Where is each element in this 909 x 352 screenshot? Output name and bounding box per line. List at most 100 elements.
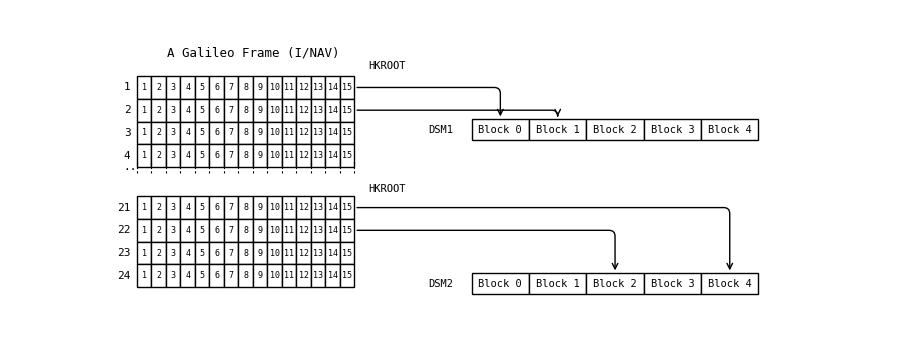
Bar bbox=[282, 144, 296, 167]
Bar bbox=[267, 196, 282, 219]
Text: Block 3: Block 3 bbox=[651, 279, 694, 289]
Bar bbox=[165, 264, 180, 287]
Bar bbox=[701, 119, 758, 140]
Bar bbox=[195, 144, 209, 167]
Text: 5: 5 bbox=[200, 151, 205, 160]
Text: 15: 15 bbox=[342, 271, 352, 280]
Bar bbox=[209, 264, 224, 287]
Text: 5: 5 bbox=[200, 271, 205, 280]
Bar bbox=[209, 99, 224, 121]
Bar bbox=[267, 99, 282, 121]
Text: 10: 10 bbox=[270, 151, 280, 160]
Text: 14: 14 bbox=[327, 83, 337, 92]
Text: 10: 10 bbox=[270, 106, 280, 115]
Text: 21: 21 bbox=[117, 203, 131, 213]
Text: 9: 9 bbox=[257, 128, 263, 137]
Text: 8: 8 bbox=[243, 128, 248, 137]
Bar bbox=[224, 76, 238, 99]
Bar bbox=[325, 121, 340, 144]
Text: 11: 11 bbox=[284, 83, 294, 92]
Bar bbox=[325, 264, 340, 287]
Bar bbox=[238, 99, 253, 121]
Text: 15: 15 bbox=[342, 128, 352, 137]
Text: 8: 8 bbox=[243, 249, 248, 258]
Text: 9: 9 bbox=[257, 203, 263, 212]
Bar bbox=[238, 144, 253, 167]
Bar bbox=[180, 196, 195, 219]
Bar bbox=[152, 121, 165, 144]
Bar bbox=[165, 99, 180, 121]
Bar bbox=[224, 121, 238, 144]
Text: 2: 2 bbox=[156, 226, 161, 235]
Bar bbox=[282, 99, 296, 121]
Text: 6: 6 bbox=[215, 271, 219, 280]
Text: 7: 7 bbox=[228, 249, 234, 258]
Text: 7: 7 bbox=[228, 83, 234, 92]
Bar bbox=[311, 121, 325, 144]
Bar bbox=[267, 121, 282, 144]
Bar bbox=[180, 144, 195, 167]
Text: 12: 12 bbox=[298, 203, 308, 212]
Text: 11: 11 bbox=[284, 128, 294, 137]
Text: Block 4: Block 4 bbox=[708, 125, 752, 134]
Text: 11: 11 bbox=[284, 203, 294, 212]
Text: 15: 15 bbox=[342, 106, 352, 115]
Bar bbox=[195, 219, 209, 242]
Bar bbox=[296, 219, 311, 242]
Bar bbox=[253, 99, 267, 121]
Text: 15: 15 bbox=[342, 226, 352, 235]
Text: 3: 3 bbox=[171, 106, 175, 115]
Text: 3: 3 bbox=[171, 249, 175, 258]
Text: HKROOT: HKROOT bbox=[368, 61, 405, 70]
Text: ..: .. bbox=[123, 162, 136, 172]
Bar bbox=[296, 99, 311, 121]
Bar bbox=[311, 219, 325, 242]
Bar bbox=[137, 144, 152, 167]
Bar bbox=[282, 264, 296, 287]
Bar bbox=[165, 76, 180, 99]
Bar bbox=[137, 264, 152, 287]
Text: 8: 8 bbox=[243, 151, 248, 160]
Bar bbox=[325, 99, 340, 121]
Bar bbox=[152, 196, 165, 219]
Bar bbox=[224, 196, 238, 219]
Bar bbox=[311, 76, 325, 99]
Bar bbox=[195, 121, 209, 144]
Bar bbox=[152, 99, 165, 121]
Text: 13: 13 bbox=[313, 226, 323, 235]
Bar bbox=[311, 99, 325, 121]
Text: Block 2: Block 2 bbox=[594, 125, 637, 134]
Text: 8: 8 bbox=[243, 226, 248, 235]
Bar bbox=[340, 264, 355, 287]
Text: 10: 10 bbox=[270, 203, 280, 212]
Bar bbox=[325, 76, 340, 99]
Text: 9: 9 bbox=[257, 271, 263, 280]
Text: 10: 10 bbox=[270, 249, 280, 258]
Text: 2: 2 bbox=[156, 203, 161, 212]
Bar bbox=[238, 196, 253, 219]
Text: 2: 2 bbox=[124, 105, 131, 115]
Text: 2: 2 bbox=[156, 151, 161, 160]
Text: 8: 8 bbox=[243, 203, 248, 212]
Text: 3: 3 bbox=[171, 271, 175, 280]
Bar bbox=[311, 196, 325, 219]
Text: 3: 3 bbox=[171, 151, 175, 160]
Text: 7: 7 bbox=[228, 271, 234, 280]
Text: HKROOT: HKROOT bbox=[368, 184, 405, 194]
Bar bbox=[311, 242, 325, 264]
Bar bbox=[644, 273, 701, 294]
Bar bbox=[152, 144, 165, 167]
Bar bbox=[165, 242, 180, 264]
Bar bbox=[152, 242, 165, 264]
Text: 14: 14 bbox=[327, 128, 337, 137]
Bar bbox=[195, 76, 209, 99]
Bar bbox=[238, 219, 253, 242]
Text: 13: 13 bbox=[313, 151, 323, 160]
Text: 2: 2 bbox=[156, 83, 161, 92]
Bar bbox=[325, 219, 340, 242]
Text: 9: 9 bbox=[257, 249, 263, 258]
Text: 15: 15 bbox=[342, 83, 352, 92]
Bar bbox=[529, 119, 586, 140]
Text: 14: 14 bbox=[327, 271, 337, 280]
Text: 3: 3 bbox=[171, 128, 175, 137]
